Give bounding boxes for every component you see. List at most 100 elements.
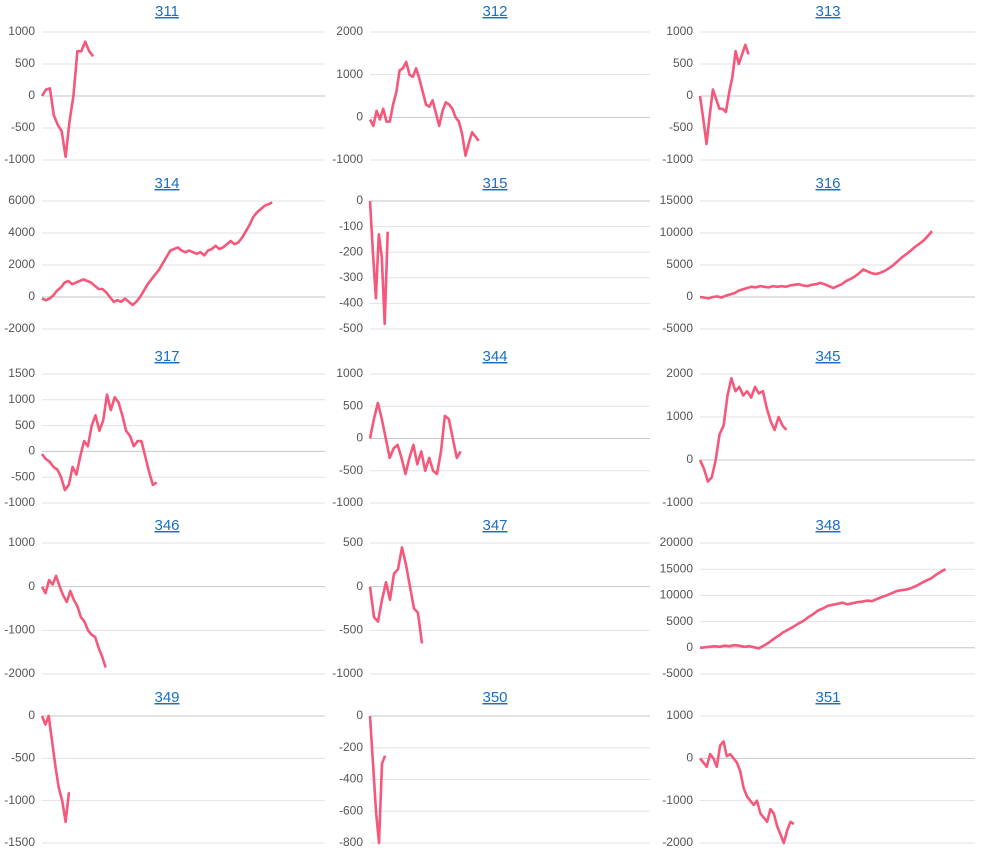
y-tick-label: -500 [11,120,35,134]
y-tick-label: -5000 [662,321,693,335]
y-tick-label: 1000 [336,67,363,81]
chart-title[interactable]: 312 [482,3,507,20]
y-tick-label: 0 [356,579,363,593]
y-tick-label: 1000 [8,24,35,38]
y-tick-label: 0 [28,289,35,303]
chart-title[interactable]: 313 [815,3,840,20]
y-tick-label: -1000 [332,495,363,509]
y-tick-label: 15000 [660,561,694,575]
y-tick-label: 0 [686,751,693,765]
y-tick-label: 4000 [8,225,35,239]
y-tick-label: 0 [28,708,35,722]
y-tick-label: 1500 [8,366,35,380]
y-tick-label: -1000 [662,495,693,509]
chart-title[interactable]: 314 [154,175,179,192]
chart-title[interactable]: 345 [815,348,840,365]
data-line [698,377,788,483]
y-tick-label: 2000 [8,257,35,271]
y-tick-label: -1000 [4,793,35,807]
data-line [698,740,795,845]
y-tick-label: 1000 [666,24,693,38]
y-tick-label: -200 [339,740,363,754]
y-tick-label: 15000 [660,193,694,207]
y-tick-label: -1000 [662,793,693,807]
y-tick-label: 0 [356,708,363,722]
y-tick-label: 0 [28,444,35,458]
chart-title[interactable]: 316 [815,175,840,192]
y-tick-label: -800 [339,835,363,849]
data-line [699,568,947,650]
chart-title[interactable]: 347 [482,517,507,534]
y-tick-label: -500 [11,469,35,483]
data-line [368,200,389,326]
y-tick-label: -5000 [662,666,693,680]
y-tick-label: 20000 [660,535,694,549]
y-tick-label: -100 [339,219,363,233]
y-tick-label: -1000 [4,152,35,166]
chart-title[interactable]: 344 [482,348,507,365]
chart-title[interactable]: 351 [815,689,840,706]
y-tick-label: -1000 [332,666,363,680]
chart-title[interactable]: 311 [155,3,179,20]
y-tick-label: -1000 [332,152,363,166]
y-tick-label: -200 [339,244,363,258]
data-line [698,43,750,146]
data-line [368,60,480,157]
y-tick-label: 0 [356,193,363,207]
chart-title[interactable]: 317 [154,348,179,365]
y-tick-label: 0 [28,579,35,593]
chart-title[interactable]: 346 [154,517,179,534]
y-tick-label: -500 [339,321,363,335]
y-tick-label: -2000 [4,666,35,680]
y-tick-label: -2000 [662,835,693,849]
y-tick-label: 0 [686,640,693,654]
y-tick-label: 10000 [660,225,694,239]
chart-title[interactable]: 348 [815,517,840,534]
y-tick-label: -400 [339,772,363,786]
data-line [368,715,387,845]
y-tick-label: 1000 [8,392,35,406]
y-tick-label: 1000 [666,708,693,722]
y-tick-label: 0 [686,88,693,102]
y-tick-label: -1000 [4,623,35,637]
y-tick-label: 500 [343,398,363,412]
y-tick-label: 0 [356,110,363,124]
y-tick-label: -500 [339,623,363,637]
chart-title[interactable]: 350 [482,689,507,706]
data-line [699,230,933,300]
y-tick-label: 1000 [666,409,693,423]
data-line [41,201,273,307]
y-tick-label: 0 [356,431,363,445]
y-tick-label: -500 [11,751,35,765]
y-tick-label: 500 [15,56,35,70]
y-tick-label: 10000 [660,588,694,602]
y-tick-label: -300 [339,270,363,284]
y-tick-label: 2000 [336,24,363,38]
y-tick-label: 5000 [666,614,693,628]
y-tick-label: 1000 [8,535,35,549]
data-line [40,40,95,159]
chart-title[interactable]: 349 [154,689,179,706]
y-tick-label: 0 [686,452,693,466]
data-line [368,401,462,476]
data-line [40,714,71,824]
y-tick-label: 1000 [336,366,363,380]
y-tick-label: 500 [343,535,363,549]
y-tick-label: -1500 [4,835,35,849]
y-tick-label: 2000 [666,366,693,380]
chart-title[interactable]: 315 [482,175,507,192]
y-tick-label: 500 [15,418,35,432]
y-tick-label: -500 [339,463,363,477]
y-tick-label: 5000 [666,257,693,271]
y-tick-label: -400 [339,296,363,310]
y-tick-label: 500 [673,56,693,70]
y-tick-label: 0 [686,289,693,303]
data-line [368,546,424,644]
y-tick-label: 6000 [8,193,35,207]
y-tick-label: -2000 [4,321,35,335]
y-tick-label: -600 [339,803,363,817]
data-line [40,574,107,668]
y-tick-label: -1000 [662,152,693,166]
